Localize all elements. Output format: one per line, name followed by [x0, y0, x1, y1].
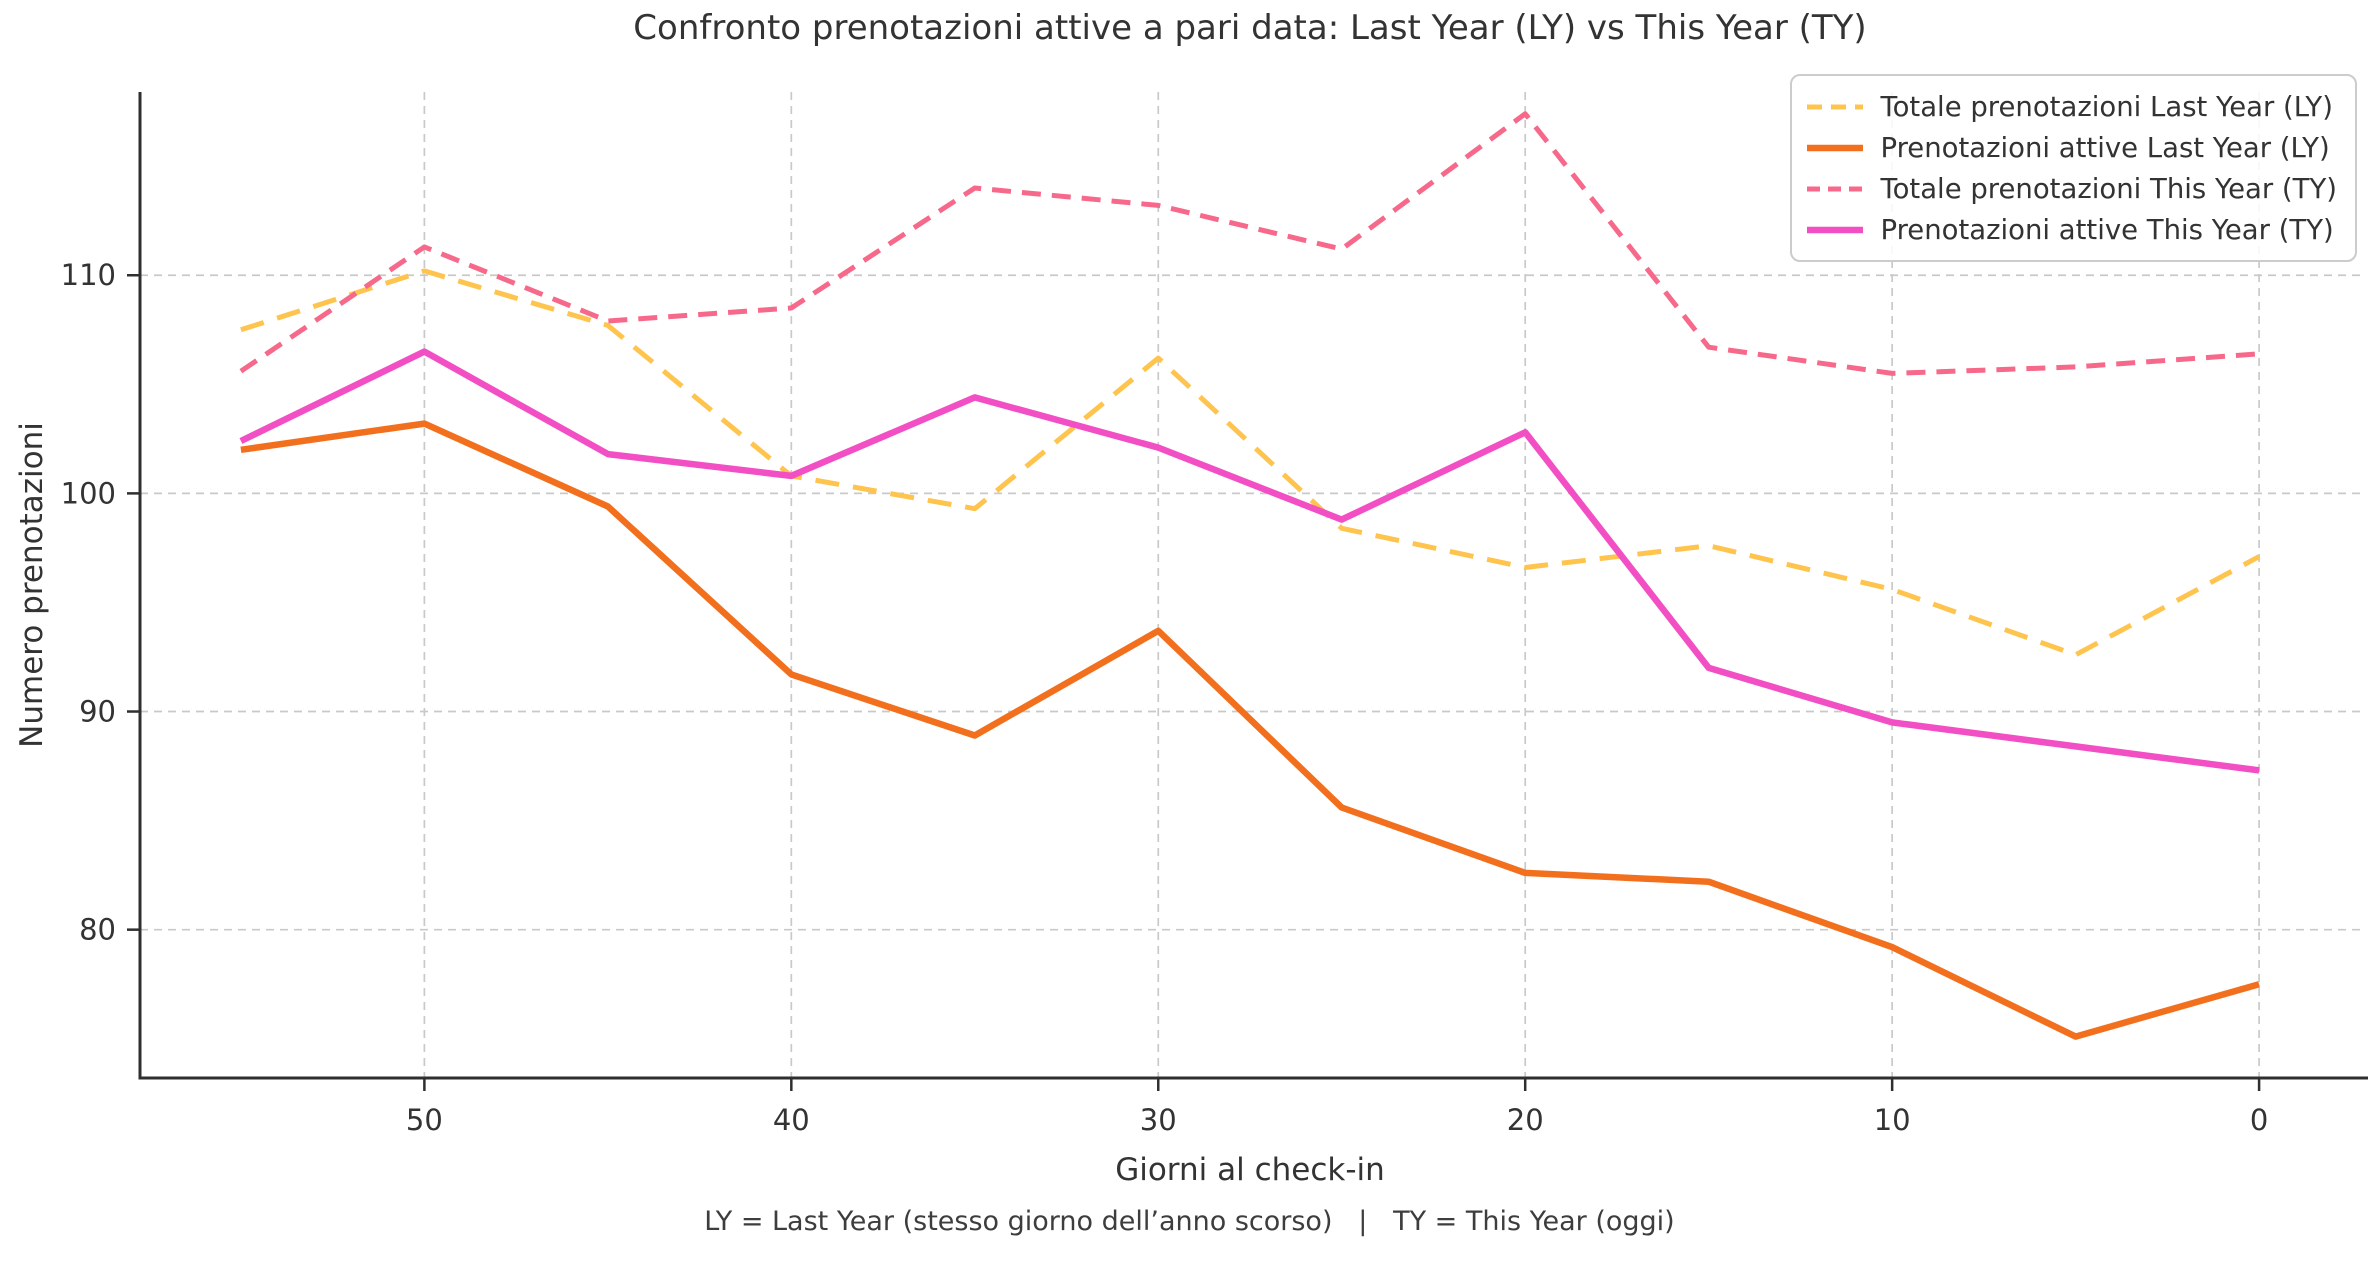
y-tick-label: 100 [61, 476, 116, 510]
legend-swatch [1807, 104, 1864, 109]
x-tick-label: 10 [1874, 1103, 1911, 1137]
series-line-1 [240, 420, 2260, 1040]
legend-item-3: Prenotazioni attive This Year (TY) [1806, 209, 2337, 250]
x-tick-label: 0 [2250, 1103, 2268, 1137]
x-tick-label: 50 [406, 1103, 443, 1137]
legend-item-1: Prenotazioni attive Last Year (LY) [1806, 127, 2337, 168]
y-tick-label: 110 [61, 258, 116, 292]
legend-item-0: Totale prenotazioni Last Year (LY) [1806, 86, 2337, 127]
x-tick-label: 30 [1140, 1103, 1177, 1137]
series-line-2 [239, 111, 2260, 376]
series-line-0 [240, 268, 2261, 658]
footnote: LY = Last Year (stesso giorno dell’anno … [704, 1206, 1675, 1237]
legend-item-2: Totale prenotazioni This Year (TY) [1806, 168, 2337, 209]
x-axis-label: Giorni al check-in [1115, 1152, 1385, 1188]
series-line-3 [239, 348, 2260, 774]
legend-swatch [1807, 186, 1864, 191]
y-tick-label: 90 [79, 695, 116, 729]
chart-title: Confronto prenotazioni attive a pari dat… [633, 8, 1867, 48]
legend-swatch [1807, 226, 1864, 233]
y-axis-label: Numero prenotazioni [14, 422, 50, 748]
legend-label: Prenotazioni attive Last Year (LY) [1880, 131, 2330, 164]
legend-label: Totale prenotazioni This Year (TY) [1880, 172, 2337, 205]
x-tick-label: 20 [1507, 1103, 1544, 1137]
legend: Totale prenotazioni Last Year (LY) Prenot… [1790, 74, 2357, 262]
x-tick-label: 40 [773, 1103, 810, 1137]
y-tick-label: 80 [79, 913, 116, 947]
legend-label: Prenotazioni attive This Year (TY) [1880, 213, 2334, 246]
legend-label: Totale prenotazioni Last Year (LY) [1880, 90, 2333, 123]
legend-swatch [1807, 144, 1864, 151]
